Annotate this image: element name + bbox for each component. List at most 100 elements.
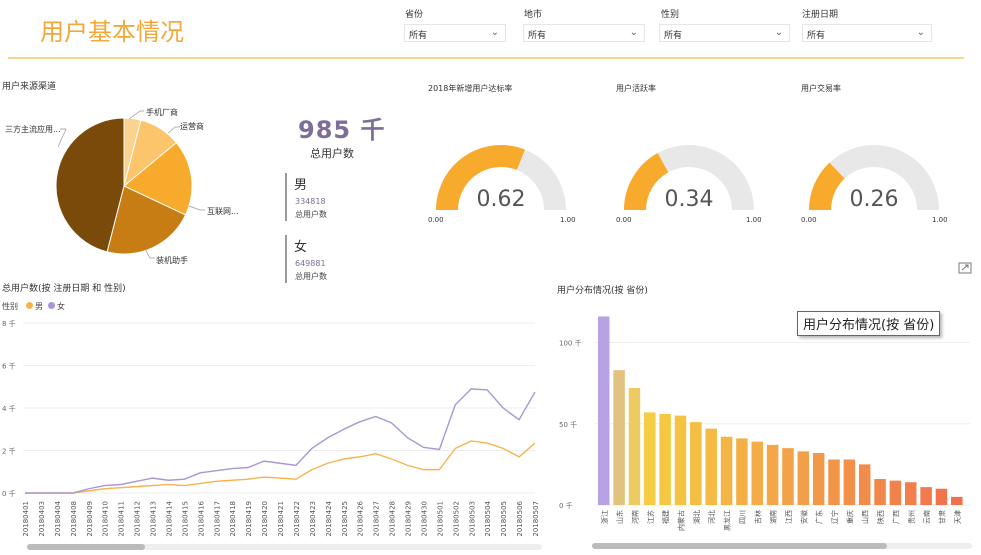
line-chart-scrollbar[interactable] (27, 544, 145, 550)
line-x-tick: 20180420 (261, 501, 269, 537)
bar[interactable] (705, 428, 717, 505)
bar[interactable] (874, 479, 886, 505)
filter-city-select[interactable]: 所有 ⌄ (523, 24, 645, 42)
line-x-tick: 20180427 (373, 501, 381, 537)
line-x-tick: 20180423 (309, 501, 317, 537)
page-title: 用户基本情况 (40, 18, 184, 46)
bar[interactable] (736, 438, 748, 505)
chevron-down-icon: ⌄ (490, 27, 499, 38)
bar-chart-scrollbar[interactable] (592, 543, 887, 549)
bar-x-tick: 河北 (708, 510, 716, 524)
legend-female-dot (48, 302, 55, 309)
gauge3-min: 0.00 (801, 216, 817, 224)
bar-y-tick: 0 千 (559, 501, 573, 510)
line-x-tick: 20180403 (38, 501, 46, 537)
pie-leader-line (57, 128, 67, 148)
bar[interactable] (782, 448, 794, 505)
chevron-down-icon: ⌄ (629, 27, 638, 38)
filter-gender-select[interactable]: 所有 ⌄ (659, 24, 790, 42)
filter-label-gender: 性别 (661, 10, 680, 20)
bar[interactable] (812, 453, 825, 505)
filter-label-city: 地市 (524, 10, 543, 20)
pie-slice[interactable] (55, 117, 125, 253)
male-value: 334818 (295, 197, 326, 206)
pie-slice[interactable] (123, 141, 193, 216)
gauge3-title: 用户交易率 (801, 84, 841, 93)
bar-x-tick: 山西 (861, 510, 870, 524)
male-card-bar (285, 173, 287, 221)
female-title: 女 (294, 240, 308, 255)
bar-x-tick: 贵州 (907, 510, 916, 524)
gauge2-min: 0.00 (616, 216, 632, 224)
chevron-down-icon: ⌄ (916, 27, 925, 38)
bar[interactable] (628, 388, 641, 505)
gauge1-min: 0.00 (428, 216, 444, 224)
bar-chart-title: 用户分布情况(按 省份) (557, 286, 648, 296)
bar-x-tick: 福建 (661, 510, 670, 524)
line-y-tick: 8 千 (2, 319, 16, 328)
bar[interactable] (644, 412, 656, 505)
line-x-tick: 20180419 (245, 501, 253, 537)
line-y-tick: 6 千 (2, 362, 16, 371)
bar-x-tick: 安徽 (799, 510, 808, 524)
bar[interactable] (951, 496, 963, 505)
line-x-tick: 20180408 (70, 501, 78, 537)
filter-label-date: 注册日期 (802, 10, 839, 20)
bar-x-tick: 江苏 (646, 510, 655, 524)
focus-mode-icon[interactable] (958, 262, 972, 274)
line-series-female[interactable] (25, 388, 536, 494)
line-x-tick: 20180502 (452, 501, 460, 537)
total-users-label: 总用户数 (310, 147, 354, 160)
pie-slice[interactable] (106, 185, 187, 255)
gauge1-max: 1.00 (560, 216, 576, 224)
pie-title: 用户来源渠道 (2, 82, 57, 92)
bar[interactable] (905, 482, 917, 505)
line-chart: 0 千 2 千 4 千 6 千 8 千 20180401 20180403 20180404 2… (2, 319, 540, 537)
filter-date-select[interactable]: 所有 ⌄ (802, 24, 932, 42)
line-chart-scroll-track[interactable] (27, 544, 542, 550)
bar[interactable] (889, 480, 902, 505)
line-legend-title: 性别 (2, 302, 18, 311)
line-x-tick: 20180418 (229, 501, 237, 537)
bar[interactable] (751, 441, 764, 505)
line-x-tick: 20180429 (405, 501, 413, 537)
bar[interactable] (828, 459, 840, 506)
line-x-tick: 20180430 (420, 501, 428, 537)
bar[interactable] (659, 414, 671, 505)
line-x-tick: 20180505 (500, 501, 508, 537)
filter-province-select[interactable]: 所有 ⌄ (404, 24, 506, 42)
pie-leader-line (167, 126, 180, 134)
bar[interactable] (613, 370, 625, 505)
total-users-value: 985 千 (298, 116, 386, 144)
bar[interactable] (598, 316, 610, 506)
legend-male-label[interactable]: 男 (35, 302, 43, 311)
bar[interactable] (797, 451, 810, 505)
bar-x-tick: 广西 (891, 510, 900, 524)
bar[interactable] (690, 422, 702, 505)
female-value: 649881 (295, 259, 326, 268)
gauge-fill (436, 145, 525, 211)
line-x-tick: 20180426 (357, 500, 365, 536)
bar[interactable] (674, 415, 687, 505)
bar[interactable] (935, 488, 948, 505)
pie-leader-line (144, 248, 155, 259)
bar[interactable] (858, 464, 871, 505)
line-series-male[interactable] (25, 440, 536, 494)
line-x-tick: 20180507 (532, 501, 540, 537)
bar[interactable] (766, 444, 779, 505)
bar[interactable] (843, 459, 856, 506)
bar[interactable] (720, 436, 733, 505)
legend-female-label[interactable]: 女 (57, 302, 65, 311)
gauge-value: 0.62 (477, 187, 526, 212)
filter-province-value: 所有 (409, 31, 428, 41)
chevron-down-icon: ⌄ (774, 27, 783, 38)
pie-slice-label: 装机助手 (156, 255, 188, 265)
gauge-fill (624, 153, 669, 211)
line-x-tick: 20180404 (54, 500, 62, 536)
line-x-tick: 20180411 (118, 501, 126, 537)
bar[interactable] (920, 487, 932, 505)
gauges: 0.62 0.34 0.26 (436, 145, 939, 212)
line-x-tick: 20180416 (197, 500, 205, 536)
gauge-value: 0.34 (665, 187, 714, 212)
